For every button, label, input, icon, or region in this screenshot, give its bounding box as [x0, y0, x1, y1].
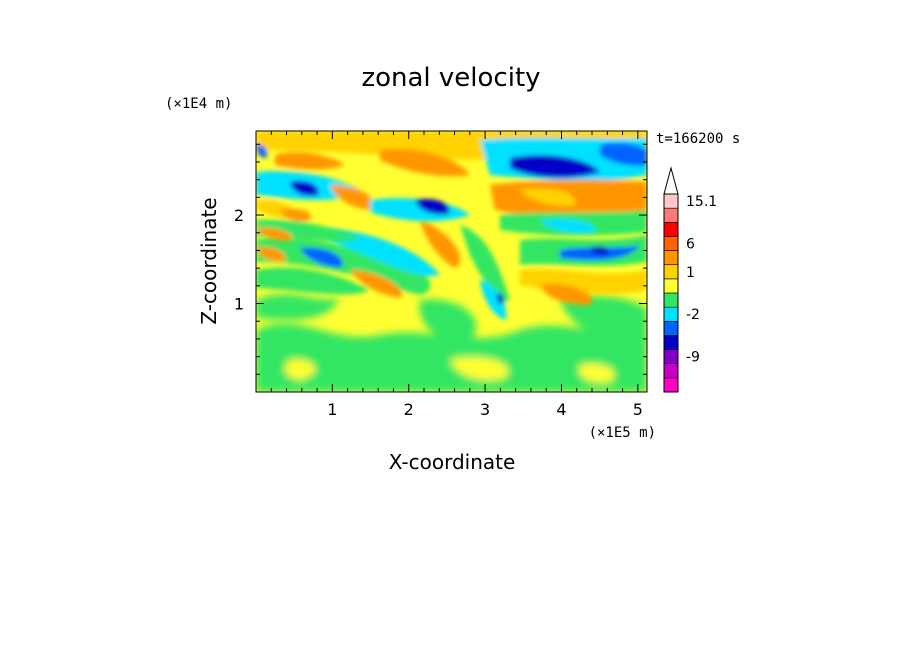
field-mid-bands: [256, 220, 647, 320]
x-unit-label: (×1E5 m): [589, 425, 656, 441]
colorbar-label: -9: [686, 350, 700, 366]
x-tick-label: 4: [556, 400, 566, 419]
colorbar-arrow: [663, 166, 679, 195]
y-axis: 12: [234, 143, 647, 375]
colorbar-label: 15.1: [686, 194, 717, 210]
y-axis-title: Z-coordinate: [197, 197, 221, 324]
colorbar-level: [663, 335, 679, 350]
contour-field: [256, 131, 647, 392]
y-unit-label: (×1E4 m): [165, 96, 232, 112]
colorbar-label: -2: [686, 307, 700, 323]
colorbar-level: [663, 363, 679, 379]
colorbar-level: [663, 292, 679, 308]
colorbar-level: [663, 377, 679, 393]
colorbar-label: 6: [686, 237, 695, 253]
x-tick-label: 1: [327, 400, 337, 419]
chart-title: zonal velocity: [361, 63, 540, 93]
colorbar-label: 1: [686, 265, 695, 281]
colorbar: -9 -2 1 6 15.1: [663, 166, 717, 393]
x-tick-label: 3: [480, 400, 490, 419]
colorbar-level: [663, 221, 679, 237]
colorbar-level: [663, 278, 679, 294]
plot-frame: [255, 130, 648, 393]
colorbar-level: [663, 207, 679, 223]
field-lower-band: [256, 294, 647, 392]
colorbar-level: [663, 236, 679, 251]
time-label: t=166200 s: [656, 131, 740, 147]
colorbar-level: [663, 306, 679, 322]
x-tick-label: 2: [404, 400, 414, 419]
y-tick-label: 2: [234, 206, 244, 225]
colorbar-level: [663, 250, 679, 266]
colorbar-level: [663, 320, 679, 336]
y-tick-label: 1: [234, 295, 244, 314]
colorbar-level: [663, 349, 679, 365]
colorbar-level: [663, 264, 679, 280]
colorbar-frame: [663, 193, 679, 393]
x-tick-label: 5: [633, 400, 643, 419]
x-axis-title: X-coordinate: [389, 450, 516, 474]
field-upper-bands: [256, 131, 647, 242]
x-axis: 1 2 3 4 5: [270, 131, 643, 419]
colorbar-level: [663, 193, 679, 209]
